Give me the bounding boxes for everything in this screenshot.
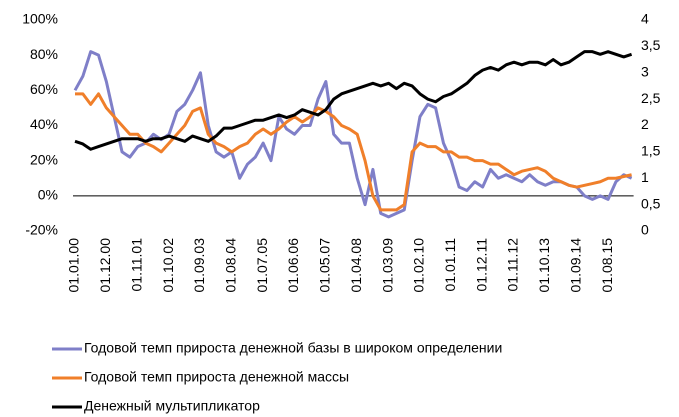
y-tick-label: 60% [30,81,58,97]
y-tick-label: 20% [30,151,58,167]
x-tick-label: 01.12.00 [97,238,113,293]
x-tick-label: 01.07.05 [254,238,270,293]
y-tick-label: 100% [22,11,58,27]
y-tick-label: 0% [38,187,58,203]
x-tick-label: 01.10.13 [536,238,552,293]
legend-label: Денежный мультипликатор [84,398,260,414]
x-tick-label: 01.06.06 [285,238,301,293]
y2-tick-label: 2,5 [641,90,661,106]
y2-tick-label: 1,5 [641,143,661,159]
x-tick-label: 01.03.09 [379,238,395,293]
y2-tick-label: 4 [641,11,649,27]
x-tick-label: 01.11.12 [505,238,521,292]
x-tick-label: 01.02.10 [411,238,427,293]
x-tick-label: 01.01.00 [66,238,82,293]
y2-tick-label: 0,5 [641,195,661,211]
series-line [75,92,632,212]
x-tick-label: 01.12.11 [473,238,489,292]
x-tick-label: 01.05.07 [317,238,333,293]
x-tick-label: 01.08.15 [599,238,615,293]
y-tick-label: 40% [30,116,58,132]
legend-label: Годовой темп прироста денежной массы [84,369,349,385]
series-line [73,50,633,219]
x-tick-label: 01.08.04 [222,238,238,293]
y2-tick-label: 3,5 [641,37,661,53]
x-tick-label: 01.01.11 [442,238,458,292]
y2-tick-label: 1 [641,169,649,185]
x-tick-label: 01.04.08 [348,238,364,293]
x-tick-label: 01.09.03 [191,238,207,293]
y2-tick-label: 3 [641,63,649,79]
x-tick-label: 01.09.14 [567,238,583,293]
x-tick-label: 01.10.02 [160,238,176,293]
series-line [74,50,633,151]
x-tick-label: 01.11.01 [128,238,144,292]
legend-label: Годовой темп прироста денежной базы в ши… [84,340,502,356]
y2-tick-label: 0 [641,222,649,238]
y2-tick-label: 2 [641,116,649,132]
y-tick-label: -20% [25,222,58,238]
y-tick-label: 80% [30,46,58,62]
